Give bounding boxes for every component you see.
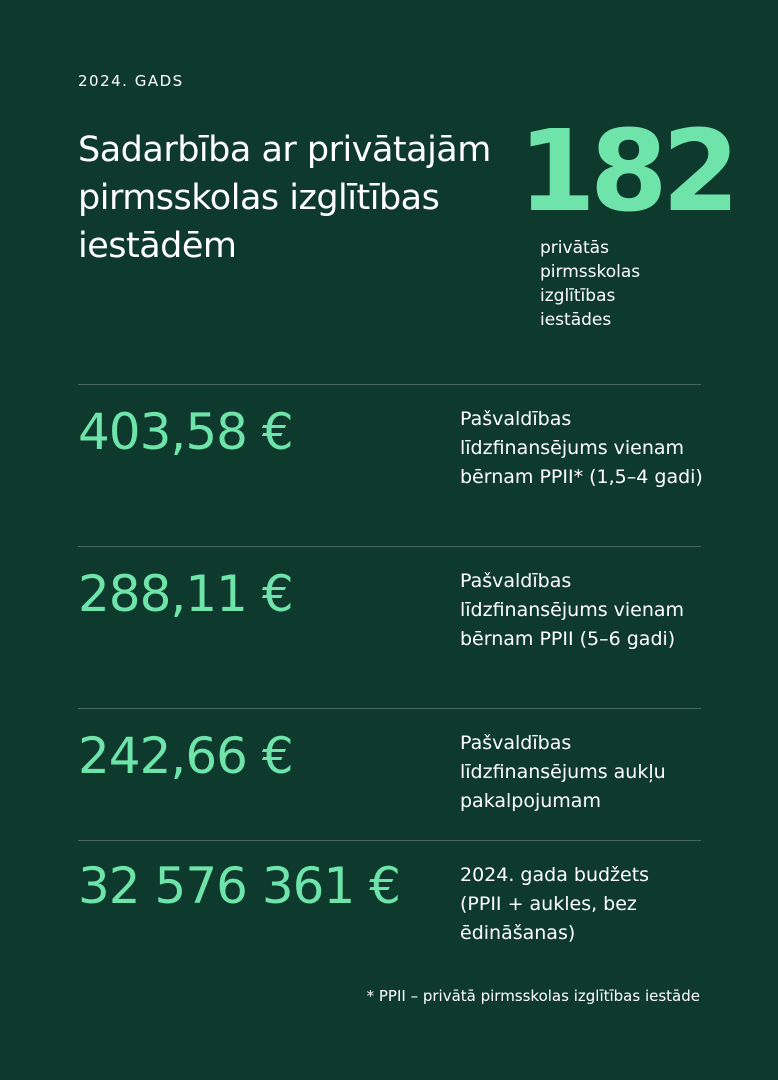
stat-row: 242,66 € Pašvaldības līdzfinansējums auk… (78, 708, 701, 841)
institution-count: 182 (518, 107, 740, 237)
stat-row: 288,11 € Pašvaldības līdzfinansējums vie… (78, 546, 701, 709)
stat-label: Pašvaldības līdzfinansējums vienam bērna… (460, 408, 703, 488)
stat-row: 403,58 € Pašvaldības līdzfinansējums vie… (78, 384, 703, 547)
institution-count-label: privātās pirmsskolas izglītības iestādes (540, 238, 641, 330)
page-title: Sadarbība ar privātajām pirmsskolas izgl… (78, 130, 491, 266)
stat-label: Pašvaldības līdzfinansējums aukļu pakalp… (460, 732, 666, 812)
stat-value: 242,66 € (78, 727, 294, 785)
stat-label: Pašvaldības līdzfinansējums vienam bērna… (460, 570, 685, 650)
stat-row: 32 576 361 € 2024. gada budžets (PPII + … (78, 840, 701, 961)
stat-label: 2024. gada budžets (PPII + aukles, bez ē… (460, 864, 650, 944)
year-label: 2024. GADS (78, 72, 184, 90)
stat-value: 32 576 361 € (78, 857, 401, 915)
stat-value: 403,58 € (78, 403, 294, 461)
footnote: * PPII – privātā pirmsskolas izglītības … (366, 987, 700, 1005)
stat-value: 288,11 € (78, 565, 294, 623)
